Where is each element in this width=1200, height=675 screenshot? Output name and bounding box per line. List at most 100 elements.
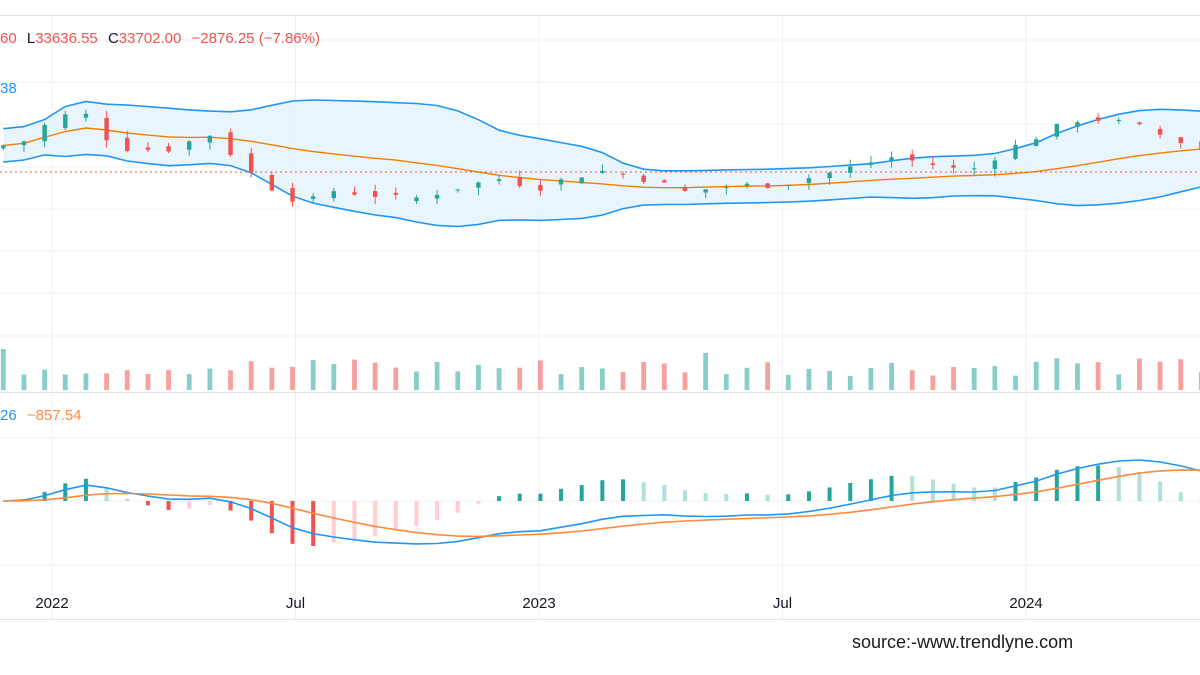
volume-bar — [145, 373, 151, 390]
price-pane[interactable] — [0, 12, 1200, 228]
macd-histogram-bar — [476, 501, 481, 504]
volume-bar — [434, 361, 440, 390]
volume-bar — [579, 367, 585, 390]
volume-bar — [393, 367, 399, 390]
macd-histogram-bar — [435, 501, 440, 521]
macd-histogram-bar — [1137, 471, 1142, 501]
macd-histogram-bar — [125, 498, 130, 501]
macd-histogram-bar — [868, 479, 873, 501]
x-tick-label: 2024 — [1009, 595, 1042, 612]
macd-histogram-bar — [889, 475, 894, 501]
volume-bar — [1178, 359, 1184, 390]
macd-histogram-bar — [290, 501, 295, 544]
bb-legend-value: 38 — [0, 80, 17, 97]
volume-bar — [558, 374, 564, 390]
candle-body — [641, 175, 646, 182]
ohlc-legend: 60 L33636.55 C33702.00 −2876.25 (−7.86%) — [0, 30, 320, 47]
volume-bar — [290, 366, 295, 390]
macd-pane[interactable] — [3, 422, 1200, 589]
volume-bar — [455, 371, 461, 390]
candle-body — [1013, 144, 1018, 159]
candle-body — [393, 192, 398, 195]
volume-bar — [1033, 361, 1039, 390]
change-value: −2876.25 (−7.86%) — [192, 30, 320, 47]
volume-pane[interactable] — [0, 349, 1200, 390]
moving-average-line — [3, 127, 1200, 189]
volume-bar — [641, 361, 647, 390]
candle-body — [269, 174, 275, 191]
volume-bar — [166, 370, 171, 390]
source-credit: source:-www.trendlyne.com — [852, 632, 1074, 652]
macd-histogram-bar — [724, 494, 729, 501]
bollinger-lower-line — [3, 153, 1200, 228]
volume-bar — [124, 370, 130, 390]
bollinger-upper-line — [3, 99, 1200, 172]
macd-histogram-bar — [373, 501, 378, 536]
candle-body — [125, 137, 130, 151]
candle-body — [786, 184, 791, 186]
macd-histogram-bar — [63, 483, 68, 501]
candle-body — [1095, 117, 1101, 121]
macd-line — [3, 459, 1200, 545]
candle-body — [662, 180, 667, 183]
macd-histogram-bar — [1116, 467, 1121, 501]
macd-histogram-bar — [414, 501, 419, 527]
candle-body — [558, 179, 564, 185]
macd-histogram-bar — [1034, 477, 1039, 501]
candle-body — [63, 114, 68, 129]
macd-histogram-bar — [228, 501, 233, 511]
macd-histogram-bar — [641, 482, 646, 501]
bollinger-band-fill — [3, 100, 1200, 227]
candle-body — [827, 172, 832, 179]
macd-histogram-bar — [621, 479, 626, 501]
volume-bar — [1054, 358, 1060, 390]
open-value: 60 — [0, 30, 17, 47]
volume-bar — [827, 370, 832, 390]
volume-bar — [971, 368, 977, 390]
volume-bar — [1013, 375, 1018, 390]
volume-bar — [248, 361, 254, 390]
macd-histogram-bar — [559, 488, 564, 501]
volume-bar — [42, 369, 48, 390]
macd-histogram-bar — [187, 501, 192, 509]
candle-body — [187, 141, 192, 150]
volume-bar — [930, 375, 936, 390]
candle-body — [83, 113, 89, 118]
volume-bar — [372, 362, 378, 390]
volume-bar — [868, 367, 874, 390]
x-tick-label: Jul — [773, 595, 792, 612]
candle-body — [166, 146, 171, 152]
candle-body — [1157, 128, 1163, 135]
volume-bar — [723, 374, 729, 390]
volume-bar — [682, 372, 688, 390]
volume-bar — [207, 368, 213, 390]
close-value: 33702.00 — [119, 30, 182, 47]
candle-body — [682, 187, 688, 191]
candle-body — [517, 177, 522, 187]
candle-body — [951, 165, 956, 168]
volume-bar — [21, 374, 27, 390]
macd-histogram-bar — [393, 501, 398, 531]
macd-histogram-bar — [682, 490, 687, 501]
volume-bar — [992, 366, 998, 390]
macd-histogram-bar — [207, 501, 212, 506]
candle-body — [848, 166, 853, 173]
candle-body — [889, 157, 894, 161]
volume-bar — [951, 367, 956, 390]
candle-body — [600, 170, 605, 173]
low-label: L — [27, 30, 35, 47]
low-value: 33636.55 — [35, 30, 98, 47]
volume-bar — [620, 371, 626, 390]
volume-bar — [1116, 374, 1122, 390]
macd-histogram-bar — [352, 501, 357, 540]
x-tick-label: 2022 — [35, 595, 68, 612]
macd-legend: 26 −857.54 — [0, 407, 82, 424]
macd-histogram-bar — [703, 493, 708, 501]
candle-body — [538, 184, 543, 191]
volume-bar — [909, 370, 915, 390]
volume-bar — [228, 370, 233, 390]
macd-histogram-bar — [806, 491, 811, 501]
macd-histogram-bar — [166, 501, 171, 511]
